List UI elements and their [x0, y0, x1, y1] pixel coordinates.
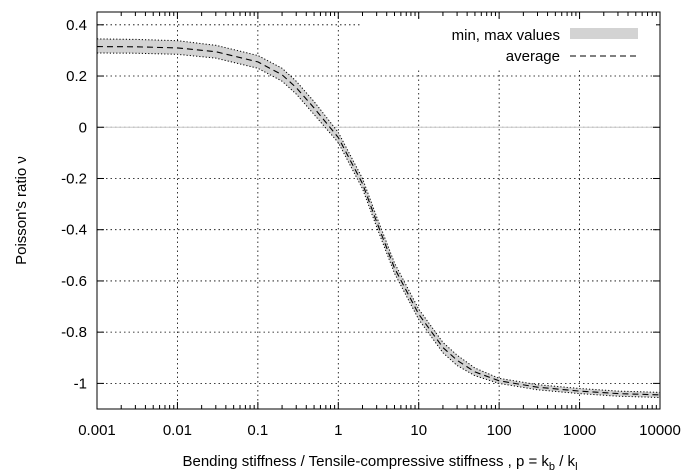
average-line [96, 46, 661, 396]
x-tick-label: 10 [410, 422, 427, 439]
y-tick-label: -0.6 [61, 273, 87, 290]
x-axis-label-sub-l: l [575, 461, 577, 473]
y-tick-label: 0.2 [66, 68, 87, 85]
x-axis-label: Bending stiffness / Tensile-compressive … [182, 453, 577, 473]
legend-label-average: average [506, 48, 560, 65]
x-axis-label-mid: / k [555, 453, 576, 470]
legend-swatch-band [570, 28, 638, 39]
x-tick-label: 1 [334, 422, 342, 439]
min-max-band-layer [96, 38, 661, 398]
y-tick-label: -1 [74, 375, 87, 392]
y-tick-label: -0.8 [61, 324, 87, 341]
legend: min, max values average [360, 20, 656, 68]
plot-frame [96, 11, 661, 410]
x-tick-label: 0.01 [163, 422, 192, 439]
legend-label-min-max: min, max values [452, 27, 560, 44]
grid-layer [97, 12, 660, 409]
x-axis-label-sub-b: b [549, 461, 555, 473]
y-tick-label: -0.4 [61, 222, 87, 239]
y-tick-label: 0.4 [66, 17, 87, 34]
x-tick-label: 10000 [639, 422, 681, 439]
tick-layer: 0.001 0.01 0.1 1 10 100 1000 10000 0.4 0.2 0 -0.2 -0… [61, 12, 681, 439]
y-axis-label: Poisson's ratio ν [13, 156, 30, 265]
min-max-band [97, 38, 660, 398]
x-tick-label: 100 [487, 422, 512, 439]
y-tick-label: 0 [79, 119, 87, 136]
average-line-layer [96, 46, 661, 396]
band-upper-edge [96, 38, 661, 393]
x-tick-label: 0.001 [78, 422, 116, 439]
x-tick-label: 1000 [563, 422, 596, 439]
x-axis-label-main: Bending stiffness / Tensile-compressive … [182, 453, 549, 470]
y-tick-label: -0.2 [61, 170, 87, 187]
x-tick-label: 0.1 [247, 422, 268, 439]
